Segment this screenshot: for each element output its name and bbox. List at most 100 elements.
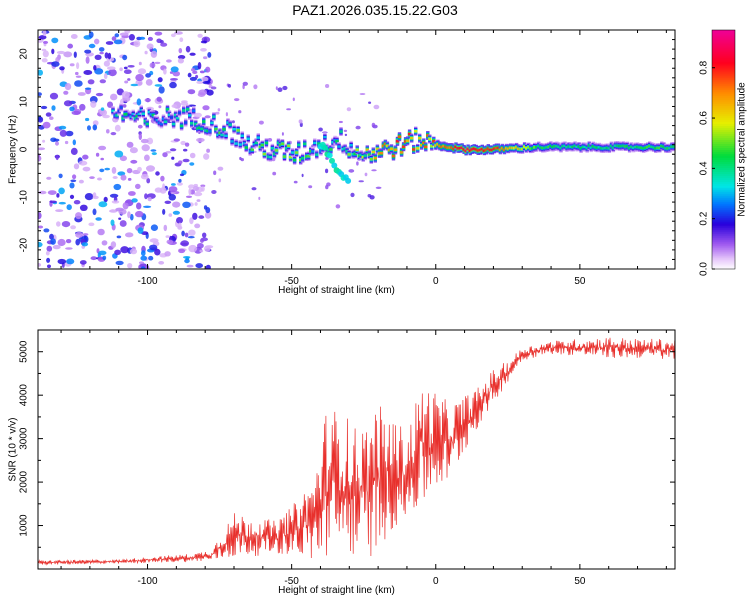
noise-speckle <box>196 137 205 143</box>
noise-speckle <box>275 86 278 90</box>
noise-speckle <box>137 124 143 129</box>
noise-speckle <box>203 56 208 60</box>
ridge-cell <box>527 145 531 149</box>
noise-speckle <box>49 200 57 204</box>
ridge-cell <box>452 147 456 151</box>
noise-speckle <box>155 171 160 176</box>
noise-speckle <box>49 92 59 100</box>
noise-speckle <box>326 182 331 187</box>
ridge-cell <box>240 134 244 137</box>
ridge-branch <box>331 162 338 169</box>
ridge-cell <box>506 147 511 150</box>
colorbar-segment <box>712 243 735 246</box>
ridge-cell <box>262 152 267 156</box>
noise-speckle <box>346 107 352 112</box>
ridge-cell <box>228 123 232 126</box>
ridge-cell <box>194 122 198 126</box>
noise-speckle <box>42 40 49 44</box>
ridge-cell <box>202 120 206 123</box>
noise-speckle <box>110 132 117 136</box>
ridge-cell <box>290 151 295 154</box>
ridge-cell <box>533 146 537 149</box>
noise-speckle <box>74 80 83 87</box>
ridge-cell <box>462 148 466 151</box>
ridge-cell <box>210 121 214 125</box>
colorbar-segment <box>712 147 735 150</box>
noise-speckle <box>199 70 205 74</box>
ridge-cell <box>137 112 141 116</box>
ridge-cell <box>670 145 674 148</box>
ridge-cell <box>383 142 388 146</box>
ridge-cell <box>478 148 482 152</box>
noise-speckle <box>267 138 273 142</box>
noise-speckle <box>203 205 208 210</box>
ridge-cell <box>208 130 212 133</box>
x-tick-label: 0 <box>433 276 439 287</box>
colorbar-segment <box>712 193 735 196</box>
noise-speckle <box>88 222 95 227</box>
noise-speckle <box>151 152 157 156</box>
colorbar-segment <box>712 189 735 192</box>
noise-speckle <box>154 248 161 256</box>
noise-speckle <box>172 201 181 208</box>
noise-speckle <box>344 133 348 137</box>
noise-speckle <box>137 68 147 75</box>
noise-speckle <box>127 263 133 269</box>
ridge-cell <box>385 144 390 148</box>
colorbar-segment <box>712 251 735 254</box>
colorbar-segment <box>712 63 735 67</box>
ridge-cell <box>117 109 121 113</box>
snr-plot <box>38 337 675 566</box>
noise-speckle <box>168 194 176 201</box>
ridge-cell <box>567 145 571 148</box>
ridge-cell <box>484 148 488 152</box>
ridge-cell <box>161 117 166 120</box>
noise-speckle <box>231 120 235 124</box>
ridge-cell <box>167 113 172 117</box>
colorbar-segment <box>712 87 735 91</box>
y-tick-label: 5000 <box>19 340 30 363</box>
noise-speckle <box>173 138 180 142</box>
noise-speckle <box>271 157 276 162</box>
noise-speckle <box>120 174 127 181</box>
noise-speckle <box>200 40 207 44</box>
noise-speckle <box>198 215 205 219</box>
ridge-cell <box>672 145 675 148</box>
spectrogram-heatmap <box>38 30 675 269</box>
ridge-cell <box>508 146 513 150</box>
colorbar-segment <box>712 79 735 83</box>
colorbar-segment <box>712 225 735 228</box>
noise-speckle <box>38 116 44 123</box>
y-axis-label: SNR (10 * v/v) <box>8 418 19 482</box>
noise-speckle <box>174 31 183 35</box>
ridge-cell <box>563 144 567 148</box>
noise-speckle <box>172 210 180 215</box>
ridge-cell <box>200 127 204 131</box>
ridge-cell <box>214 127 218 131</box>
ridge-cell <box>545 146 549 149</box>
colorbar-segment <box>712 39 735 43</box>
ridge-cell <box>470 148 474 151</box>
noise-speckle <box>325 84 330 88</box>
ridge-cell <box>244 146 248 149</box>
colorbar-segment <box>712 223 735 226</box>
noise-speckle <box>206 89 214 96</box>
ridge-cell <box>583 145 587 149</box>
noise-speckle <box>308 185 313 189</box>
ridge-cell <box>476 149 480 152</box>
ridge-cell <box>617 144 622 148</box>
noise-speckle <box>140 266 146 269</box>
noise-speckle <box>50 238 56 245</box>
ridge-cell <box>147 110 152 114</box>
noise-speckle <box>111 36 117 41</box>
colorbar-segment <box>712 75 735 79</box>
noise-speckle <box>355 125 361 130</box>
colorbar-segment <box>712 227 735 230</box>
colorbar-segment <box>712 183 735 186</box>
x-tick-label: 0 <box>433 576 439 587</box>
noise-speckle <box>57 238 66 247</box>
ridge-cell <box>412 148 416 151</box>
ridge-cell <box>502 148 507 152</box>
colorbar-segment <box>712 45 735 49</box>
noise-speckle <box>109 193 119 198</box>
